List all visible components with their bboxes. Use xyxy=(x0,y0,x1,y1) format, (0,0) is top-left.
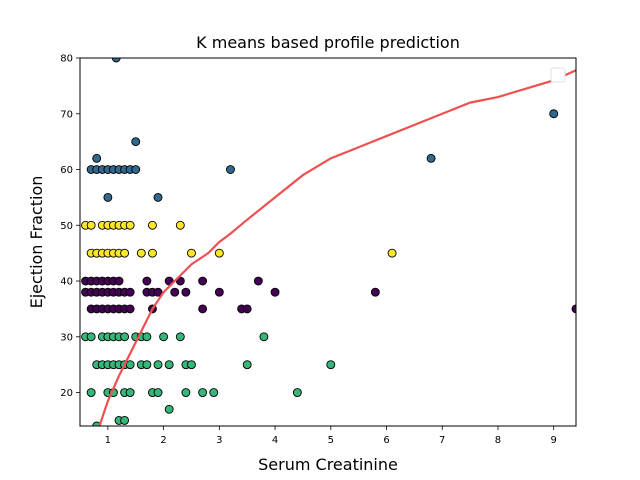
cluster-1-point xyxy=(549,109,559,119)
cluster-0-point xyxy=(270,287,280,297)
x-axis-ticks: 1 2 3 4 5 6 7 8 9 xyxy=(105,426,557,446)
y-axis-label: Ejection Fraction xyxy=(27,176,46,309)
y-axis-ticks: 20 30 40 50 60 70 80 xyxy=(60,54,80,399)
cluster-1-point xyxy=(153,192,163,202)
cluster-2-point xyxy=(181,388,191,397)
empty-legend-box xyxy=(550,67,566,83)
cluster-3-point xyxy=(387,248,397,258)
y-tick-label: 30 xyxy=(60,332,73,343)
cluster-0-point xyxy=(214,287,224,297)
cluster-2-point xyxy=(86,332,96,342)
cluster-0-point xyxy=(181,287,191,297)
cluster-2-point xyxy=(259,332,269,342)
x-tick-label: 4 xyxy=(272,435,278,446)
cluster-2-point xyxy=(86,388,96,397)
cluster-2-point xyxy=(120,332,130,342)
x-tick-label: 1 xyxy=(105,435,111,446)
cluster-3-point xyxy=(175,220,185,230)
cluster-2-point xyxy=(120,415,130,425)
y-tick-label: 20 xyxy=(60,388,73,399)
y-tick-label: 80 xyxy=(60,54,73,65)
cluster-1-point xyxy=(92,153,102,163)
cluster-0-point xyxy=(571,304,576,314)
cluster-0-point xyxy=(198,276,208,286)
scatter-points xyxy=(81,58,576,426)
cluster-2-point xyxy=(164,404,174,414)
cluster-2-point xyxy=(292,388,302,397)
cluster-1-point xyxy=(131,165,141,174)
x-tick-label: 8 xyxy=(495,435,501,446)
cluster-3-point xyxy=(125,220,135,230)
cluster-1-point xyxy=(426,153,436,163)
cluster-2-point xyxy=(187,360,196,370)
cluster-2-point xyxy=(142,360,152,370)
cluster-2-point xyxy=(125,360,135,370)
x-axis-label: Serum Creatinine xyxy=(258,455,398,474)
cluster-2-point xyxy=(326,360,336,370)
x-tick-label: 7 xyxy=(439,435,445,446)
cluster-2-point xyxy=(242,360,252,370)
cluster-1-point xyxy=(103,192,113,202)
cluster-3-point xyxy=(86,220,96,230)
cluster-1-point xyxy=(226,165,235,174)
cluster-2-point xyxy=(209,388,219,397)
cluster-0-point xyxy=(198,304,208,314)
cluster-0-point xyxy=(125,304,135,314)
x-tick-label: 6 xyxy=(383,435,389,446)
cluster-0-point xyxy=(114,276,124,286)
y-tick-label: 50 xyxy=(60,221,73,232)
cluster-0-point xyxy=(242,304,252,314)
cluster-2-point xyxy=(159,332,169,342)
cluster-3-point xyxy=(147,248,157,258)
cluster-0-point xyxy=(370,287,380,297)
cluster-3-point xyxy=(187,248,196,258)
plot-frame xyxy=(79,57,577,427)
cluster-2-point xyxy=(125,388,135,397)
cluster-3-point xyxy=(120,248,130,258)
y-tick-label: 70 xyxy=(60,109,73,120)
x-tick-label: 9 xyxy=(551,435,557,446)
cluster-0-point xyxy=(125,287,135,297)
cluster-2-point xyxy=(153,360,163,370)
cluster-0-point xyxy=(253,276,263,286)
cluster-1-point xyxy=(111,58,121,63)
cluster-0-point xyxy=(170,287,180,297)
y-tick-label: 40 xyxy=(60,277,73,288)
cluster-2-point xyxy=(153,388,163,397)
chart-title: K means based profile prediction xyxy=(196,33,460,52)
cluster-0-point xyxy=(153,287,163,297)
cluster-3-point xyxy=(214,248,224,258)
cluster-2-point xyxy=(198,388,208,397)
cluster-0-point xyxy=(175,276,185,286)
y-tick-label: 60 xyxy=(60,165,73,176)
cluster-3-point xyxy=(147,220,157,230)
x-tick-label: 5 xyxy=(328,435,334,446)
cluster-2-point xyxy=(175,332,185,342)
cluster-2-point xyxy=(164,360,174,370)
cluster-0-point xyxy=(164,276,174,286)
boundary-line xyxy=(98,69,576,426)
cluster-0-point xyxy=(142,276,152,286)
plot-area xyxy=(81,58,576,426)
cluster-2-point xyxy=(142,332,152,342)
x-tick-label: 2 xyxy=(160,435,166,446)
x-tick-label: 3 xyxy=(216,435,222,446)
cluster-1-point xyxy=(131,137,141,147)
cluster-3-point xyxy=(136,248,146,258)
